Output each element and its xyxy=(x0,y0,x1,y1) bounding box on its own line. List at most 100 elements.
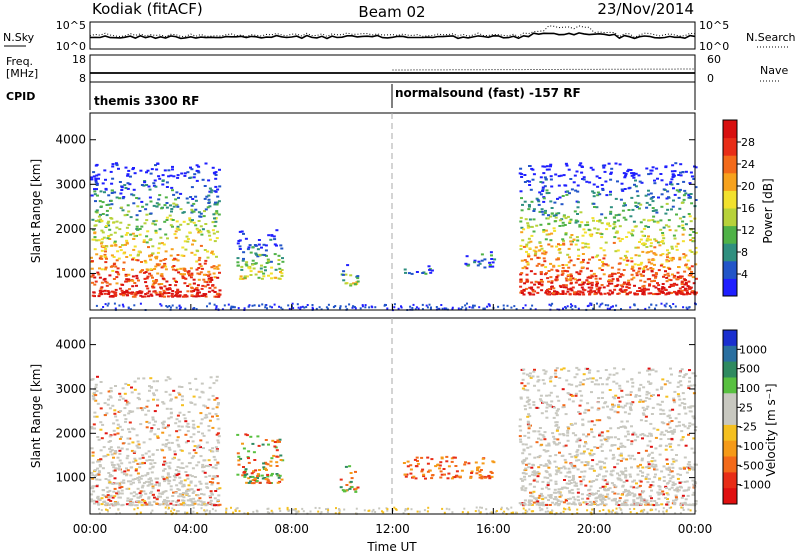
echo-cell xyxy=(602,286,606,289)
echo-cell xyxy=(522,459,526,462)
echo-cell xyxy=(601,264,605,267)
echo-cell xyxy=(255,480,259,482)
echo-cell xyxy=(112,263,116,266)
echo-cell xyxy=(585,279,589,282)
echo-cell xyxy=(198,256,202,259)
echo-cell xyxy=(176,295,180,298)
echo-cell xyxy=(248,244,252,247)
echo-cell xyxy=(188,462,192,465)
echo-cell xyxy=(111,177,115,180)
echo-cell xyxy=(541,480,545,483)
echo-cell xyxy=(98,289,102,292)
echo-cell xyxy=(694,199,698,201)
echo-cell xyxy=(538,210,542,213)
colorbar-segment xyxy=(723,278,737,297)
echo-cell xyxy=(530,200,534,203)
echo-cell xyxy=(223,304,226,307)
echo-cell xyxy=(547,494,551,497)
echo-cell xyxy=(665,492,669,495)
echo-cell xyxy=(117,273,121,276)
echo-cell xyxy=(553,220,557,223)
echo-cell xyxy=(487,303,490,306)
echo-cell xyxy=(564,217,568,220)
echo-cell xyxy=(184,295,188,298)
echo-cell xyxy=(519,438,522,441)
echo-cell xyxy=(650,270,654,273)
echo-cell xyxy=(145,420,149,423)
echo-cell xyxy=(683,502,687,505)
echo-cell xyxy=(555,414,559,417)
echo-cell xyxy=(647,367,651,370)
echo-cell xyxy=(665,260,669,263)
echo-cell xyxy=(529,287,533,290)
echo-cell xyxy=(677,489,681,492)
echo-cell xyxy=(682,509,685,511)
echo-cell xyxy=(569,287,573,290)
echo-cell xyxy=(260,246,263,249)
echo-cell xyxy=(519,220,523,223)
echo-cell xyxy=(580,470,584,473)
echo-cell xyxy=(213,217,216,220)
echo-cell xyxy=(440,304,443,306)
echo-cell xyxy=(556,438,560,441)
echo-cell xyxy=(207,279,211,282)
echo-cell xyxy=(160,275,164,278)
echo-cell xyxy=(152,398,155,401)
echo-cell xyxy=(610,280,614,282)
echo-cell xyxy=(196,284,200,287)
echo-cell xyxy=(147,295,150,298)
echo-cell xyxy=(249,270,253,273)
echo-cell xyxy=(135,214,139,217)
echo-cell xyxy=(241,474,245,477)
echo-cell xyxy=(674,499,678,502)
echo-cell xyxy=(427,506,430,509)
echo-cell xyxy=(676,276,680,279)
echo-cell xyxy=(540,264,544,267)
echo-cell xyxy=(650,451,654,454)
echo-cell xyxy=(159,286,163,289)
echo-cell xyxy=(682,466,686,469)
echo-cell xyxy=(550,304,553,307)
echo-cell xyxy=(165,206,169,209)
echo-cell xyxy=(204,405,207,408)
echo-cell xyxy=(481,506,483,509)
echo-cell xyxy=(627,281,631,284)
echo-cell xyxy=(100,229,104,232)
echo-cell xyxy=(260,264,263,267)
echo-cell xyxy=(386,509,389,512)
echo-cell xyxy=(169,174,173,177)
echo-cell xyxy=(660,470,664,473)
echo-cell xyxy=(548,394,552,397)
echo-cell xyxy=(184,420,188,423)
echo-cell xyxy=(684,223,688,226)
echo-cell xyxy=(655,388,659,391)
echo-cell xyxy=(272,454,276,457)
echo-cell xyxy=(639,510,642,513)
echo-cell xyxy=(670,259,674,262)
echo-cell xyxy=(668,426,672,429)
echo-cell xyxy=(680,502,684,505)
echo-cell xyxy=(690,270,693,273)
echo-cell xyxy=(662,507,665,510)
echo-cell xyxy=(647,238,651,241)
echo-cell xyxy=(109,474,112,476)
echo-cell xyxy=(614,485,618,488)
echo-cell xyxy=(686,291,689,294)
echo-cell xyxy=(271,306,273,309)
echo-cell xyxy=(174,469,178,471)
echo-cell xyxy=(448,508,451,511)
echo-cell xyxy=(585,435,589,438)
echo-cell xyxy=(132,248,136,251)
echo-cell xyxy=(639,433,643,436)
echo-cell xyxy=(97,503,101,506)
echo-cell xyxy=(647,463,651,466)
echo-cell xyxy=(233,306,236,309)
echo-cell xyxy=(652,285,656,288)
echo-cell xyxy=(161,475,165,478)
echo-cell xyxy=(120,462,124,465)
echo-cell xyxy=(175,439,179,442)
echo-cell xyxy=(558,377,562,379)
echo-cell xyxy=(141,269,144,272)
echo-cell xyxy=(101,245,105,248)
echo-cell xyxy=(187,484,191,487)
